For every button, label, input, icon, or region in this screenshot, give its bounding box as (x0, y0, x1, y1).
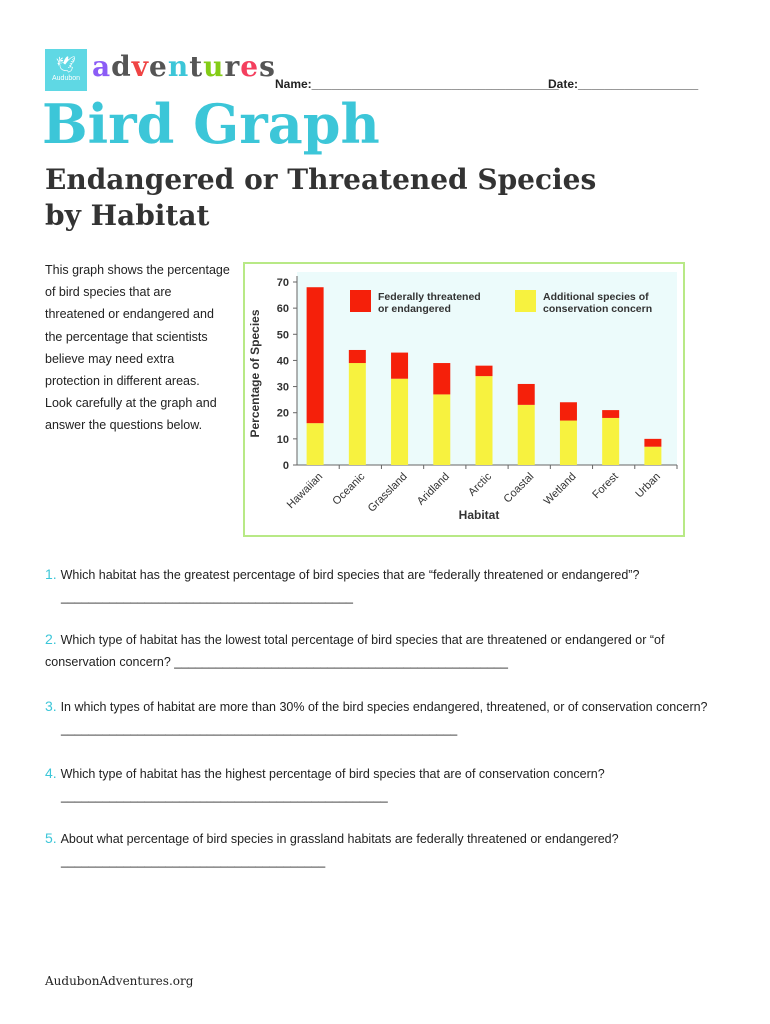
brand-letter: a (92, 50, 112, 83)
brand-letter: d (111, 50, 132, 83)
question: 1. Which habitat has the greatest percen… (45, 563, 725, 608)
intro-text: This graph shows the percentage of bird … (45, 263, 230, 433)
answer-line[interactable]: ________________________________________… (61, 789, 388, 803)
brand-letter: v (131, 50, 150, 83)
question-text: In which types of habitat are more than … (60, 700, 708, 714)
name-field[interactable]: Name:___________________________________… (275, 77, 559, 91)
legend-swatch-yellow (515, 290, 536, 312)
bar-segment (475, 376, 493, 465)
question: 4. Which type of habitat has the highest… (45, 762, 725, 807)
y-axis-label: Percentage of Species (248, 309, 262, 437)
bar-segment (517, 404, 535, 465)
answer-line[interactable]: ________________________________________… (61, 722, 458, 736)
y-tick-label: 30 (277, 382, 289, 394)
brand-letter: e (149, 50, 168, 83)
x-tick-label: Coastal (501, 471, 536, 506)
y-tick-label: 10 (277, 434, 289, 446)
bar-chart: 0 10 20 30 40 50 60 70 Hawaiian Oceanic Grassland A… (243, 262, 685, 537)
brand-letter: e (240, 50, 260, 83)
bird-icon: 🕊 (55, 57, 77, 74)
audubon-logo: 🕊 Audubon (45, 49, 87, 91)
question-number: 4. (45, 765, 61, 781)
x-tick-label: Urban (633, 471, 663, 501)
x-tick-label: Arctic (466, 470, 494, 498)
bar-segment (517, 383, 535, 405)
brand-letter: s (259, 50, 276, 83)
legend-label: Federally threatened (378, 291, 481, 303)
legend-label: Additional species of (543, 291, 649, 303)
bar-segment (391, 378, 409, 465)
x-tick-label: Hawaiian (285, 471, 325, 511)
bar-segment (433, 363, 451, 395)
date-field[interactable]: Date:__________________ (548, 77, 699, 91)
question-number: 5. (45, 830, 61, 846)
bar-segment (602, 417, 620, 465)
question: 5. About what percentage of bird species… (45, 827, 725, 872)
brand-letter: r (224, 50, 241, 83)
x-tick-label: Wetland (542, 471, 579, 508)
page-title: Bird Graph (42, 92, 380, 156)
y-tick-label: 0 (283, 460, 289, 472)
x-tick-label: Aridland (415, 471, 452, 508)
x-tick-label: Oceanic (330, 470, 367, 507)
x-tick-label: Forest (590, 471, 621, 502)
subtitle-line: by Habitat (45, 199, 210, 232)
question: 2. Which type of habitat has the lowest … (45, 628, 725, 673)
y-tick-label: 40 (277, 355, 289, 367)
bar-segment (391, 352, 409, 379)
bar-segment (475, 365, 493, 377)
subtitle-line: Endangered or Threatened Species (45, 163, 597, 196)
y-tick-label: 60 (277, 303, 289, 315)
x-tick-label: Grassland (366, 471, 410, 515)
question-text: Which type of habitat has the highest pe… (60, 767, 605, 781)
question-number: 2. (45, 631, 61, 647)
answer-line[interactable]: ______________________________________ (61, 854, 326, 868)
bar-segment (644, 446, 662, 465)
brand-letter: n (167, 50, 190, 83)
y-tick-label: 20 (277, 408, 289, 420)
question: 3. In which types of habitat are more th… (45, 695, 725, 740)
brand-letter: t (189, 50, 204, 83)
bar-segment (559, 402, 577, 421)
subtitle: Endangered or Threatened Species by Habit… (45, 162, 596, 234)
bar-segment (348, 363, 366, 465)
question-number: 3. (45, 698, 61, 714)
bar-segment (602, 410, 620, 418)
y-tick-label: 70 (277, 277, 289, 289)
bar-segment (433, 394, 451, 465)
footer-url: AudubonAdventures.org (45, 974, 194, 988)
answer-line[interactable]: ________________________________________… (61, 590, 353, 604)
brand-letter: u (203, 50, 225, 83)
legend-swatch-red (350, 290, 371, 312)
bar-segment (306, 287, 324, 424)
bar-segment (644, 438, 662, 447)
question-number: 1. (45, 566, 61, 582)
legend-label: or endangered (378, 303, 451, 315)
y-tick-label: 50 (277, 329, 289, 341)
bar-segment (348, 349, 366, 364)
bar-segment (306, 423, 324, 465)
question-text: Which habitat has the greatest percentag… (60, 568, 640, 582)
logo-text: Audubon (51, 75, 81, 82)
bar-segment (559, 420, 577, 465)
brand-wordmark: adventures (92, 50, 276, 83)
legend-label: conservation concern (543, 303, 652, 315)
question-text: Which type of habitat has the lowest tot… (45, 633, 665, 669)
question-text: About what percentage of bird species in… (60, 832, 619, 846)
x-axis-label: Habitat (459, 508, 500, 522)
